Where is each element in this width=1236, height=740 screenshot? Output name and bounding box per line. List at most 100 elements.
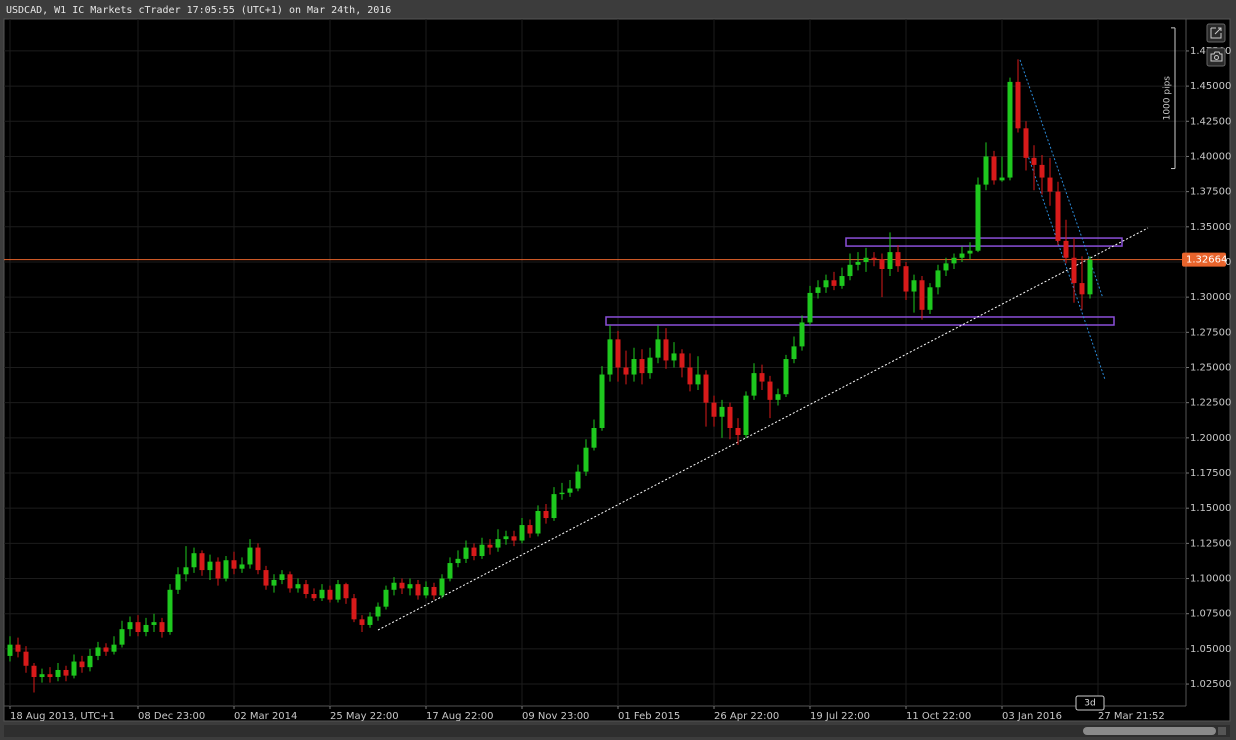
candle-body: [919, 280, 925, 310]
candle-body: [591, 427, 597, 448]
candle-body: [111, 644, 117, 652]
y-tick-label: 1.17500: [1190, 468, 1231, 479]
drawings: [4, 59, 1186, 631]
candle-body: [1087, 259, 1093, 295]
candle-body: [375, 606, 381, 617]
candle-body: [399, 582, 405, 589]
zone-rectangle: [605, 316, 1115, 326]
candle-body: [479, 544, 485, 557]
candle-body: [703, 374, 709, 403]
scrollbar-button[interactable]: [1218, 727, 1226, 735]
candle-body: [423, 586, 429, 596]
y-tick-label: 1.07500: [1190, 609, 1231, 620]
candle-body: [935, 270, 941, 288]
candle-body: [431, 586, 437, 596]
candle-body: [31, 665, 37, 678]
x-tick-label: 01 Feb 2015: [618, 711, 680, 722]
candle-body: [775, 394, 781, 400]
candle-body: [807, 292, 813, 323]
y-tick-label: 1.02500: [1190, 679, 1231, 690]
candle-body: [39, 674, 45, 678]
countdown-box: [1075, 695, 1105, 711]
candle-body: [7, 644, 13, 656]
candle-body: [151, 622, 157, 625]
candle-body: [967, 250, 973, 254]
candle-body: [207, 561, 213, 571]
candle-body: [1015, 81, 1021, 129]
candle-body: [583, 447, 589, 472]
candle-body: [1055, 191, 1061, 241]
candle-body: [783, 359, 789, 395]
candle-body: [599, 374, 605, 428]
candle-body: [575, 471, 581, 489]
candle-body: [327, 589, 333, 600]
camera-icon: [1210, 51, 1223, 62]
x-tick-label: 17 Aug 22:00: [426, 711, 493, 722]
scrollbar-track[interactable]: [4, 725, 1230, 737]
camera-lens: [1214, 55, 1219, 60]
candle-body: [103, 647, 109, 652]
candle-body: [615, 339, 621, 368]
y-tick-label: 1.37500: [1190, 187, 1231, 198]
candle-body: [1063, 240, 1069, 258]
y-tick-label: 1.12500: [1190, 538, 1231, 549]
y-tick-label: 1.42500: [1190, 116, 1231, 127]
candle-body: [343, 584, 349, 599]
candle-body: [55, 669, 61, 678]
candle-body: [79, 661, 85, 668]
candle-body: [199, 553, 205, 571]
candle-body: [1031, 157, 1037, 165]
candle-body: [175, 574, 181, 590]
candle-body: [367, 616, 373, 625]
candle-body: [511, 536, 517, 541]
candle-body: [799, 322, 805, 347]
y-tick-label: 1.15000: [1190, 503, 1231, 514]
x-tick-label: 26 Apr 22:00: [714, 711, 779, 722]
y-tick-label: 1.25000: [1190, 362, 1231, 373]
candle-body: [823, 280, 829, 288]
candle-body: [159, 622, 165, 632]
candle-body: [663, 339, 669, 361]
x-tick-label: 11 Oct 22:00: [906, 711, 971, 722]
candle-body: [271, 579, 277, 586]
candle-body: [463, 547, 469, 559]
candle-body: [183, 567, 189, 575]
candle-body: [263, 570, 269, 586]
candle-body: [655, 339, 661, 358]
candle-body: [239, 564, 245, 569]
candle-body: [943, 263, 949, 271]
scrollbar-thumb[interactable]: [1083, 727, 1216, 735]
candle-body: [143, 624, 149, 632]
candle-body: [279, 574, 285, 580]
candle-body: [215, 561, 221, 579]
x-tick-label: 02 Mar 2014: [234, 711, 297, 722]
popout-icon: [1210, 27, 1222, 39]
axes: 1.02500 1.05000 1.07500 1.10000 1.12500 1.150…: [9, 27, 1231, 722]
candle-body: [631, 359, 637, 375]
y-tick-label: 1.40000: [1190, 151, 1231, 162]
x-tick-label: 18 Aug 2013, UTC+1: [10, 711, 115, 722]
candle-body: [63, 669, 69, 676]
trend-line: [377, 227, 1149, 631]
trend-line: [1019, 59, 1104, 298]
candle-body: [351, 598, 357, 620]
candle-body: [407, 584, 413, 589]
candle-body: [711, 402, 717, 417]
y-tick-label: 1.05000: [1190, 644, 1231, 655]
candle-body: [759, 373, 765, 382]
candle-body: [503, 536, 509, 540]
candle-body: [439, 578, 445, 596]
candle-body: [527, 525, 533, 534]
candle-body: [255, 547, 261, 571]
candle-body: [791, 346, 797, 360]
candle-body: [551, 494, 557, 519]
candle-body: [1079, 283, 1085, 295]
candle-body: [647, 357, 653, 374]
candle-body: [303, 584, 309, 595]
candle-body: [191, 553, 197, 568]
candle-body: [879, 259, 885, 270]
candle-body: [519, 525, 525, 541]
candle-body: [767, 381, 773, 400]
candle-body: [359, 619, 365, 625]
